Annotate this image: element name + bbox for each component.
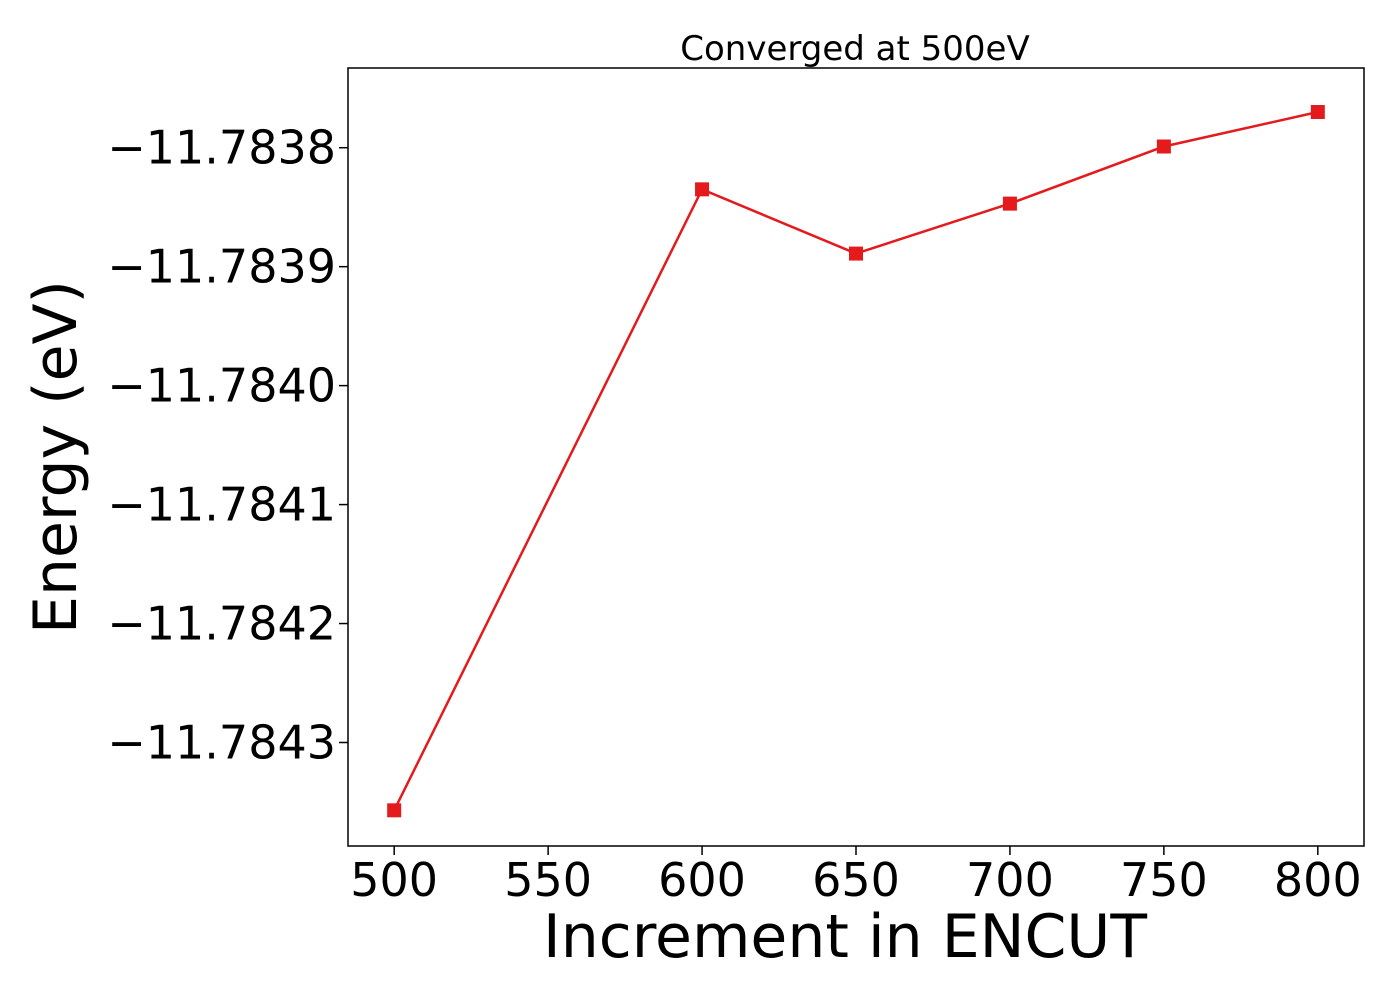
data-point xyxy=(695,182,710,197)
y-tick-label: −11.7840 xyxy=(107,359,336,413)
y-tick-label: −11.7838 xyxy=(107,121,336,175)
x-tick-label: 700 xyxy=(966,853,1054,907)
data-point xyxy=(849,246,863,261)
data-point xyxy=(1002,196,1017,211)
y-axis: −11.7838 −11.7839 −11.7840 −11.7841 −11.7842… xyxy=(107,121,348,770)
y-axis-title: Energy (eV) xyxy=(21,280,91,634)
x-tick-label: 800 xyxy=(1274,853,1362,907)
x-tick-label: 550 xyxy=(504,853,592,907)
data-point xyxy=(1310,105,1325,120)
x-tick-label: 650 xyxy=(812,853,900,907)
series-layer xyxy=(387,105,1325,818)
y-tick-label: −11.7842 xyxy=(107,597,336,651)
x-axis: 500 550 600 650 700 750 800 xyxy=(350,846,1362,907)
plot-area-frame xyxy=(347,67,1365,847)
data-point xyxy=(387,803,402,818)
x-tick-label: 600 xyxy=(658,853,746,907)
x-tick-label: 750 xyxy=(1120,853,1208,907)
x-tick-label: 500 xyxy=(350,853,438,907)
y-tick-label: −11.7841 xyxy=(107,478,336,532)
chart-title: Converged at 500eV xyxy=(680,29,1029,69)
y-tick-label: −11.7839 xyxy=(107,240,336,294)
y-tick-label: −11.7843 xyxy=(107,716,336,770)
series-line xyxy=(393,110,1319,811)
data-point xyxy=(1156,139,1171,154)
x-axis-title: Increment in ENCUT xyxy=(543,902,1147,972)
